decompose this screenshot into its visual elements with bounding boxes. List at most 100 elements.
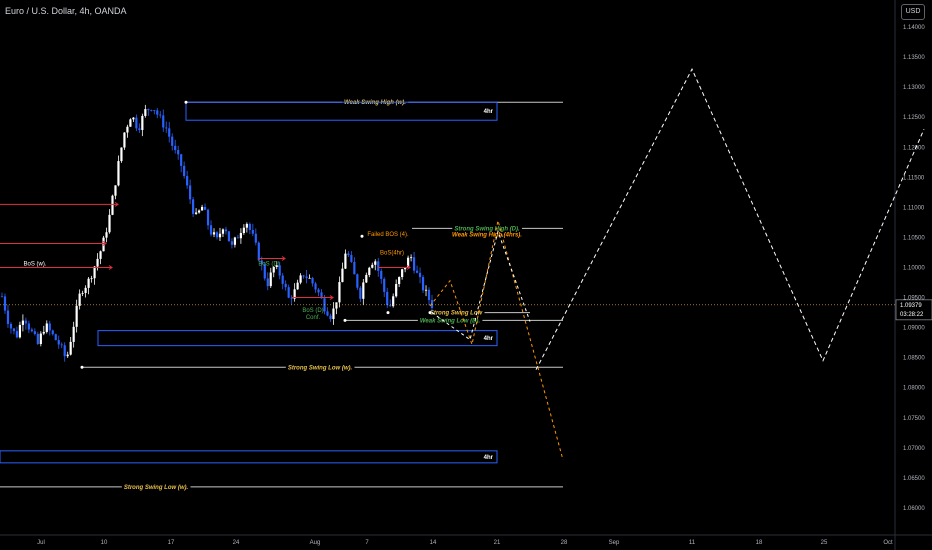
candle-body [404,267,407,270]
x-tick-label: 28 [561,540,568,546]
y-tick-label: 1.13500 [903,55,925,61]
candle-body [302,275,305,277]
candle-body [344,253,347,269]
candle-body [81,292,84,294]
candle-body [290,297,293,299]
candle-body [147,109,150,111]
x-tick-label: Sep [609,540,620,546]
candle-body [212,232,216,235]
y-tick-label: 1.13000 [903,85,925,91]
candle-body [12,328,16,332]
swing-point-dot [184,100,188,104]
candle-body [209,225,213,235]
x-tick-label: Jul [37,540,45,546]
candle-body [380,270,383,279]
currency-button[interactable]: USD [901,4,925,20]
candle-body [409,257,413,259]
symbol-title: Euro / U.S. Dollar, 4h, OANDA [5,6,127,16]
candle-body [374,261,377,265]
candle-body [36,334,39,344]
y-tick-label: 1.14000 [903,25,925,31]
candle-body [18,324,22,338]
y-tick-label: 1.12000 [903,145,925,151]
candle-body [314,283,317,290]
x-tick-label: 14 [430,540,437,546]
candle-body [377,261,380,271]
swing-level-label: Weak Swing High (w). [344,100,406,106]
candle-body [293,289,296,299]
candle-body [177,150,180,155]
y-tick-label: 1.07000 [903,446,925,452]
y-tick-label: 1.07500 [903,416,925,422]
candle-body [218,233,222,238]
order-block-zone [185,101,498,121]
candle-body [296,282,299,290]
candle-body [33,331,36,335]
candle-body [227,231,231,242]
order-block-zone [97,330,498,347]
y-tick-label: 1.08500 [903,356,925,362]
candle-body [284,283,287,288]
candle-body [192,199,195,214]
swing-level-label-bg [121,484,191,491]
candle-body [78,293,81,306]
order-block-zone [0,450,498,464]
candle-body [254,233,257,243]
candle-body [162,115,165,128]
projection-path-near [431,229,531,341]
candle-body [329,315,332,320]
candle-body [51,330,54,335]
zone-timeframe-label: 4hr [484,109,494,115]
y-tick-label: 1.09500 [903,296,925,302]
candle-body [356,274,359,288]
bos-annotation: Failed BOS (4). [367,232,409,238]
bos-annotation: BoS (D) [302,308,323,314]
y-tick-label: 1.12500 [903,115,925,121]
candle-body [108,214,111,233]
bos-annotation: BoS (w). [23,262,46,268]
candle-body [287,287,290,298]
y-tick-label: 1.10000 [903,266,925,272]
candle-body [347,253,350,256]
bos-annotation: BoS (D) [258,262,279,268]
candle-body [99,251,102,259]
candle-body [266,278,269,287]
candle-body [197,210,201,213]
candle-body [245,223,248,228]
candle-body [111,195,114,215]
swing-level-label-bg [285,365,355,372]
candle-body [57,340,60,345]
candle-body [299,275,302,283]
x-tick-label: 10 [101,540,108,546]
candle-body [90,278,93,280]
candle-body [3,296,7,311]
candle-body [260,260,263,265]
candle-body [215,232,219,238]
candle-body [114,185,117,196]
candle-body [96,258,99,267]
candle-body [54,334,57,341]
candle-body [135,117,138,129]
candle-body [45,323,48,332]
candle-body [275,265,278,267]
swing-level-label-bg [427,310,485,317]
candle-body [389,305,392,307]
candle-body [326,311,329,316]
candle-body [335,302,338,309]
candle-body [383,278,386,292]
zone-timeframe-label: 4hr [484,336,494,342]
candle-body [332,308,335,320]
candle-body [87,278,90,288]
bos-annotation: BoS(4hr) [380,250,404,256]
zone-timeframe-label: 4hr [484,455,494,461]
candle-body [129,119,132,127]
y-tick-label: 1.06000 [903,506,925,512]
candle-body [27,323,30,330]
candle-body [242,227,245,234]
candle-body [350,255,353,262]
candle-body [206,209,210,226]
candle-body [105,232,108,238]
candle-body [269,272,272,287]
